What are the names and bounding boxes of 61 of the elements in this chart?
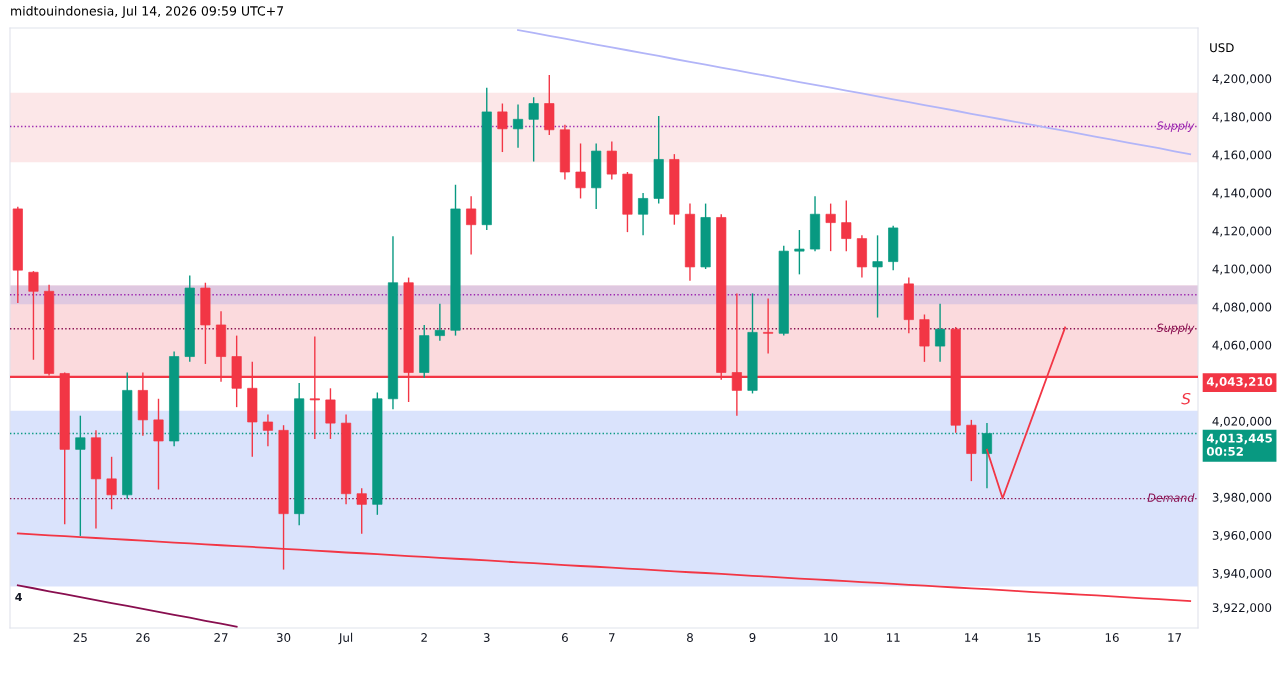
ref-line-label: 4,043,210 (1206, 377, 1273, 388)
x-tick-label: 26 (136, 633, 150, 642)
candlestick (935, 303, 946, 363)
y-tick-label: 4,180,000 (1212, 112, 1272, 123)
y-tick-label: 3,940,000 (1212, 568, 1272, 580)
x-tick-label: 3 (483, 633, 490, 642)
candlestick (763, 297, 774, 355)
annotation: 4 (15, 592, 22, 602)
candlestick (153, 398, 164, 491)
candlestick (512, 103, 524, 149)
candlestick (872, 234, 883, 319)
candlestick (434, 303, 445, 342)
x-tick-label: 30 (276, 633, 291, 642)
y-tick-label: 4,060,000 (1212, 340, 1272, 351)
ref-line-label: Supply (1156, 121, 1195, 132)
x-tick-label: 7 (609, 633, 615, 642)
chart-title: midtouindonesia, Jul 14, 2026 09:59 UTC+7 (11, 5, 284, 18)
y-tick-label: 4,160,000 (1212, 150, 1272, 161)
y-axis-title: USD (1210, 43, 1234, 53)
x-tick-label: 15 (1027, 633, 1041, 642)
x-tick-label: 8 (687, 633, 693, 642)
candlestick (575, 142, 586, 200)
candlestick (497, 102, 508, 153)
ref-line-label: 4,013,445 00:52 (1206, 433, 1272, 456)
candlestick (528, 96, 539, 163)
ref-line-label: Demand (1147, 493, 1195, 502)
candlestick (325, 387, 336, 440)
y-tick-label: 3,960,000 (1212, 530, 1272, 542)
candlestick (28, 270, 39, 361)
line-series (16, 584, 238, 628)
x-tick-label: 6 (561, 633, 568, 642)
x-tick-label: 14 (965, 633, 979, 642)
y-tick-label: 4,020,000 (1212, 416, 1272, 427)
y-tick-label: 3,922,000 (1212, 603, 1272, 614)
annotation: S (1181, 392, 1191, 405)
x-tick-label: 11 (886, 633, 900, 642)
x-tick-label: 27 (214, 633, 228, 642)
candlestick (606, 140, 617, 181)
x-tick-label: 10 (824, 633, 838, 642)
candlestick (794, 229, 805, 276)
candlestick (262, 413, 273, 448)
y-tick-label: 4,120,000 (1212, 226, 1272, 237)
candlestick (106, 456, 117, 510)
x-tick-label: 25 (73, 633, 87, 642)
candlestick (825, 202, 836, 252)
x-tick-label: 2 (421, 633, 427, 642)
x-tick-label: 17 (1168, 633, 1182, 642)
y-tick-label: 4,200,000 (1212, 74, 1272, 85)
candlestick (841, 199, 852, 252)
ref-line-label: Supply (1156, 323, 1195, 335)
y-tick-label: 3,980,000 (1212, 492, 1272, 503)
y-tick-label: 4,140,000 (1212, 188, 1272, 199)
y-tick-label: 4,100,000 (1212, 264, 1272, 275)
x-tick-label: 16 (1105, 633, 1119, 642)
x-tick-label: 9 (749, 633, 756, 642)
candlestick (638, 192, 649, 237)
x-tick-label: Jul (338, 632, 353, 645)
y-tick-label: 4,080,000 (1212, 302, 1272, 313)
candlestick (466, 195, 477, 256)
candlestick (356, 487, 367, 535)
candlestick (75, 415, 86, 537)
